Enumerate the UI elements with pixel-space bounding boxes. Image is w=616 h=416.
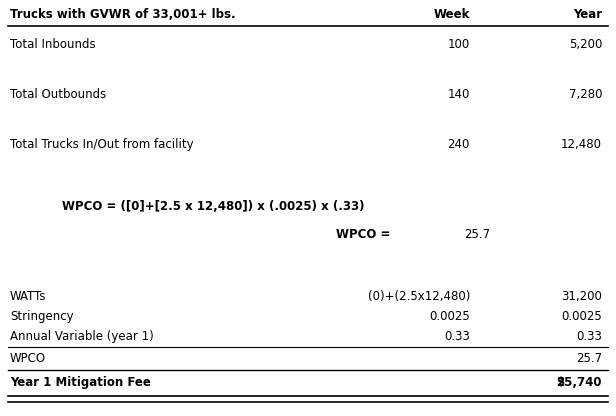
Text: 0.33: 0.33 [444,330,470,343]
Text: WPCO: WPCO [10,352,46,365]
Text: Year: Year [573,8,602,21]
Text: $: $ [556,376,564,389]
Text: 25.7: 25.7 [576,352,602,365]
Text: 100: 100 [448,38,470,51]
Text: 5,200: 5,200 [569,38,602,51]
Text: WPCO = ([0]+[2.5 x 12,480]) x (.0025) x (.33): WPCO = ([0]+[2.5 x 12,480]) x (.0025) x … [62,200,365,213]
Text: 7,280: 7,280 [569,88,602,101]
Text: Total Trucks In/Out from facility: Total Trucks In/Out from facility [10,138,193,151]
Text: WPCO =: WPCO = [336,228,390,241]
Text: WATTs: WATTs [10,290,46,303]
Text: 25.7: 25.7 [464,228,490,241]
Text: (0)+(2.5x12,480): (0)+(2.5x12,480) [368,290,470,303]
Text: 31,200: 31,200 [561,290,602,303]
Text: 0.0025: 0.0025 [561,310,602,323]
Text: Annual Variable (year 1): Annual Variable (year 1) [10,330,154,343]
Text: Trucks with GVWR of 33,001+ lbs.: Trucks with GVWR of 33,001+ lbs. [10,8,236,21]
Text: 0.0025: 0.0025 [429,310,470,323]
Text: Week: Week [434,8,470,21]
Text: 140: 140 [448,88,470,101]
Text: 0.33: 0.33 [576,330,602,343]
Text: 240: 240 [448,138,470,151]
Text: 12,480: 12,480 [561,138,602,151]
Text: Year 1 Mitigation Fee: Year 1 Mitigation Fee [10,376,151,389]
Text: Stringency: Stringency [10,310,74,323]
Text: Total Inbounds: Total Inbounds [10,38,95,51]
Text: Total Outbounds: Total Outbounds [10,88,106,101]
Text: 25,740: 25,740 [556,376,602,389]
